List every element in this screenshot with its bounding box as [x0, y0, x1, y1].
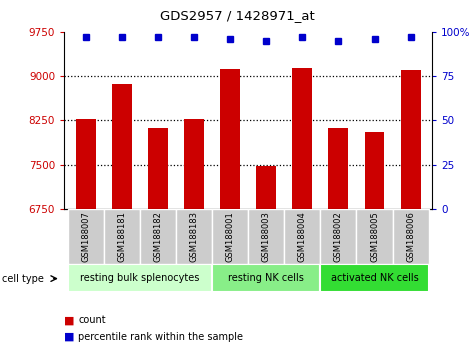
Bar [256, 166, 276, 209]
Text: GSM188001: GSM188001 [226, 211, 235, 262]
Text: activated NK cells: activated NK cells [331, 273, 418, 283]
Bar [112, 84, 132, 209]
Text: ■: ■ [64, 332, 75, 342]
Bar [140, 209, 176, 264]
Bar [365, 132, 384, 209]
Text: GDS2957 / 1428971_at: GDS2957 / 1428971_at [160, 9, 315, 22]
Bar [320, 209, 356, 264]
Bar [293, 68, 312, 209]
Bar [184, 119, 204, 209]
Bar [401, 70, 420, 209]
Bar [76, 119, 95, 209]
Text: cell type: cell type [2, 274, 44, 284]
Text: GSM188007: GSM188007 [81, 211, 90, 262]
Bar [212, 264, 320, 292]
Bar [176, 209, 212, 264]
Bar [284, 209, 320, 264]
Bar [148, 128, 168, 209]
Text: resting bulk splenocytes: resting bulk splenocytes [80, 273, 200, 283]
Bar [392, 209, 428, 264]
Text: GSM188183: GSM188183 [190, 211, 199, 262]
Bar [68, 264, 212, 292]
Bar [356, 209, 392, 264]
Bar [68, 209, 104, 264]
Text: GSM188182: GSM188182 [153, 211, 162, 262]
Bar [329, 128, 348, 209]
Bar [104, 209, 140, 264]
Text: ■: ■ [64, 315, 75, 325]
Text: GSM188006: GSM188006 [406, 211, 415, 262]
Bar [320, 264, 428, 292]
Text: count: count [78, 315, 106, 325]
Text: resting NK cells: resting NK cells [228, 273, 304, 283]
Text: percentile rank within the sample: percentile rank within the sample [78, 332, 243, 342]
Text: GSM188181: GSM188181 [117, 211, 126, 262]
Bar [212, 209, 248, 264]
Text: GSM188003: GSM188003 [262, 211, 271, 262]
Text: GSM188005: GSM188005 [370, 211, 379, 262]
Text: GSM188002: GSM188002 [334, 211, 343, 262]
Bar [220, 69, 240, 209]
Bar [248, 209, 284, 264]
Text: GSM188004: GSM188004 [298, 211, 307, 262]
